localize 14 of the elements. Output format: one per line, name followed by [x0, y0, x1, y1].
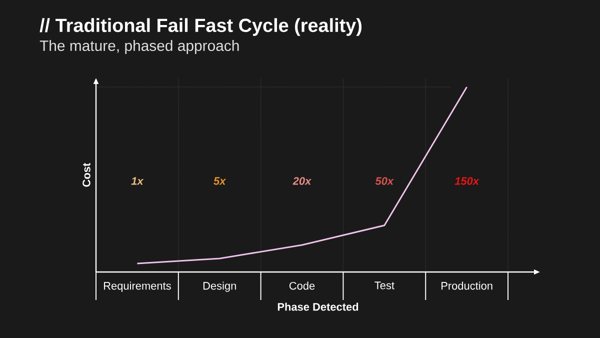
annotation: 1x — [131, 177, 144, 185]
x-tick-label: Test — [374, 282, 394, 290]
x-tick-label: Code — [289, 282, 315, 290]
x-tick-label: Design — [203, 282, 236, 292]
annotation: 20x — [292, 177, 312, 185]
chart-title: // Traditional Fail Fast Cycle (reality) — [40, 18, 362, 36]
annotation: 150x — [454, 177, 480, 185]
x-axis-title: Phase Detected — [278, 302, 358, 311]
annotation: 50x — [375, 177, 394, 185]
x-tick-label: Production — [442, 282, 492, 290]
chart-subtitle: The mature, phased approach — [40, 40, 239, 54]
y-axis-title: Cost — [82, 162, 90, 187]
x-tick-label: Requirements — [104, 282, 171, 292]
annotation: 5x — [214, 177, 226, 185]
